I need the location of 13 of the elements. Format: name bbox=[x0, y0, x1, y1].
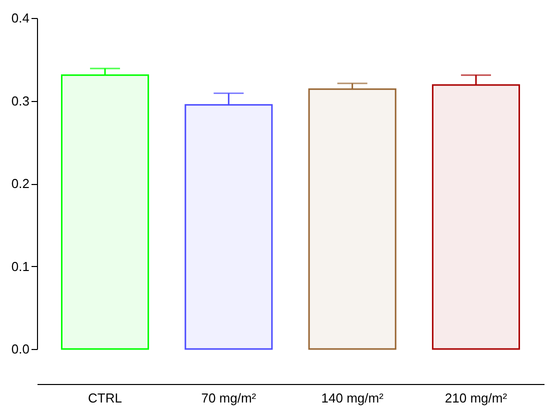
bar bbox=[308, 88, 396, 350]
y-tick-label: 0.3 bbox=[11, 93, 30, 108]
y-tick-label: 0.0 bbox=[11, 342, 30, 356]
y-tick-label: 0.1 bbox=[11, 258, 30, 274]
x-tick-label: 210 mg/m² bbox=[444, 390, 508, 406]
bar bbox=[432, 84, 520, 350]
y-tick-label: 0.4 bbox=[11, 10, 30, 26]
x-tick-label: 140 mg/m² bbox=[321, 390, 384, 406]
bar bbox=[60, 74, 150, 350]
x-tick-label: CTRL bbox=[88, 390, 122, 406]
bar bbox=[184, 104, 273, 350]
y-tick-label: 0.2 bbox=[11, 176, 30, 191]
x-tick-label: 70 mg/m² bbox=[201, 390, 257, 406]
